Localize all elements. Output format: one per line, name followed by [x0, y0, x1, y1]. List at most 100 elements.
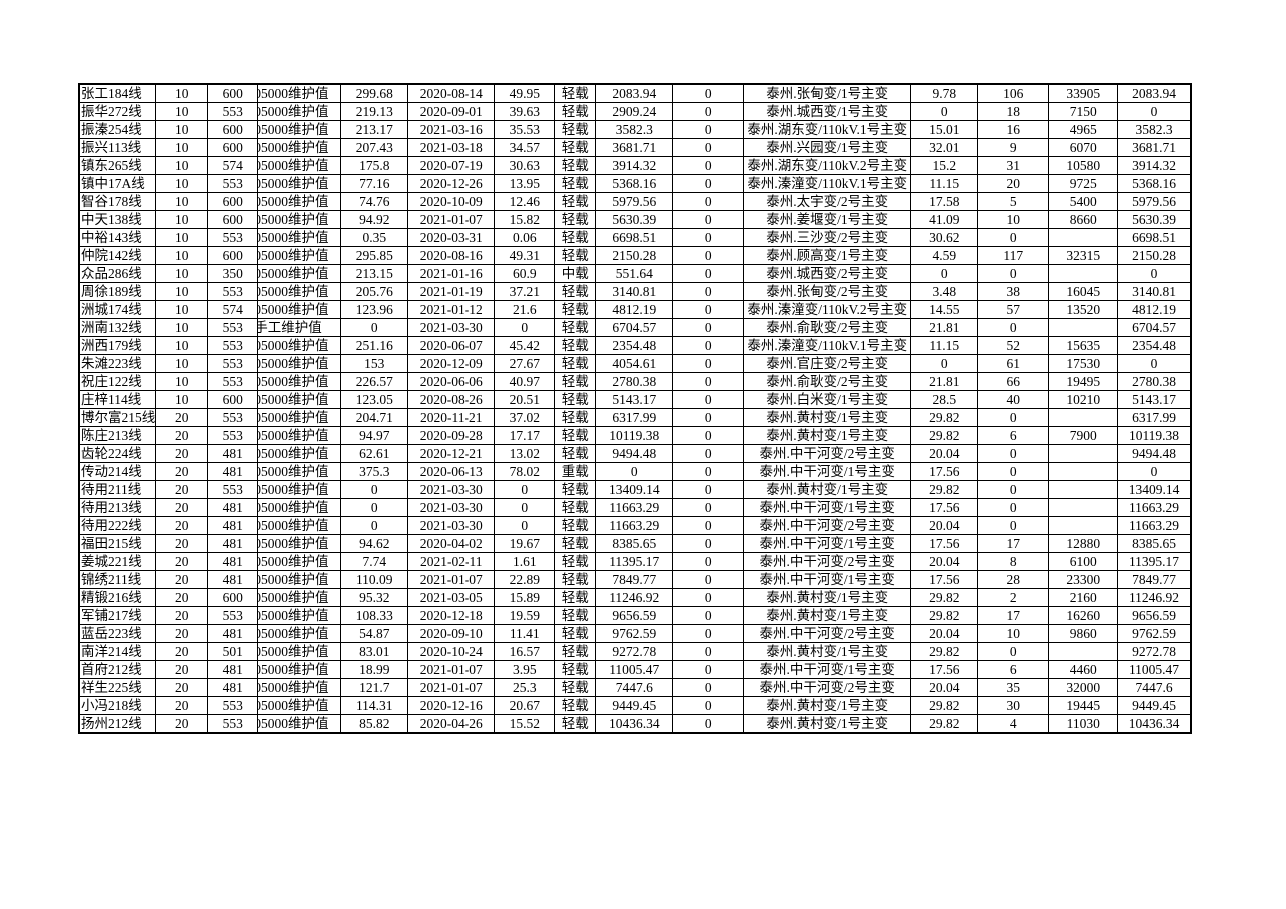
cell-date[interactable]: 2021-03-30 — [407, 498, 496, 517]
cell-user-count[interactable]: 10 — [977, 210, 1050, 229]
cell-value-source[interactable]: 05000维护值 — [257, 714, 342, 734]
cell-transformer-load[interactable]: 20.04 — [910, 678, 979, 697]
cell-remaining[interactable]: 3914.32 — [1117, 156, 1192, 175]
cell-voltage[interactable]: 10 — [155, 300, 209, 319]
cell-voltage[interactable]: 10 — [155, 192, 209, 211]
cell-rated-current[interactable]: 600 — [207, 246, 259, 265]
cell-load-rate[interactable]: 60.9 — [494, 264, 556, 283]
cell-user-count[interactable]: 31 — [977, 156, 1050, 175]
cell-user-capacity[interactable]: 7900 — [1048, 426, 1119, 445]
cell-transformer-load[interactable]: 30.62 — [910, 228, 979, 247]
cell-capacity[interactable]: 8385.65 — [595, 534, 674, 553]
cell-load-rate[interactable]: 22.89 — [494, 570, 556, 589]
cell-load-status[interactable]: 轻载 — [554, 210, 597, 229]
cell-max-current[interactable]: 205.76 — [340, 282, 409, 301]
cell-voltage[interactable]: 20 — [155, 660, 209, 679]
cell-line-name[interactable]: 锦绣211线 — [78, 570, 157, 589]
cell-load-status[interactable]: 轻载 — [554, 444, 597, 463]
cell-voltage[interactable]: 20 — [155, 570, 209, 589]
cell-remaining[interactable]: 6698.51 — [1117, 228, 1192, 247]
cell-voltage[interactable]: 10 — [155, 138, 209, 157]
cell-rated-current[interactable]: 553 — [207, 714, 259, 734]
cell-remaining[interactable]: 0 — [1117, 354, 1192, 373]
cell-line-name[interactable]: 待用211线 — [78, 480, 157, 499]
cell-load-status[interactable]: 轻载 — [554, 498, 597, 517]
cell-overload[interactable]: 0 — [672, 678, 745, 697]
cell-capacity[interactable]: 3914.32 — [595, 156, 674, 175]
cell-capacity[interactable]: 3582.3 — [595, 120, 674, 139]
cell-rated-current[interactable]: 553 — [207, 480, 259, 499]
cell-line-name[interactable]: 仲院142线 — [78, 246, 157, 265]
cell-value-source[interactable]: 05000维护值 — [257, 102, 342, 121]
cell-capacity[interactable]: 6698.51 — [595, 228, 674, 247]
cell-remaining[interactable]: 9272.78 — [1117, 642, 1192, 661]
cell-substation[interactable]: 泰州.溱潼变/110kV.1号主变 — [743, 336, 912, 355]
cell-load-rate[interactable]: 78.02 — [494, 462, 556, 481]
cell-load-status[interactable]: 轻载 — [554, 534, 597, 553]
cell-capacity[interactable]: 4812.19 — [595, 300, 674, 319]
cell-load-rate[interactable]: 21.6 — [494, 300, 556, 319]
cell-substation[interactable]: 泰州.张甸变/1号主变 — [743, 83, 912, 103]
cell-load-rate[interactable]: 25.3 — [494, 678, 556, 697]
cell-user-capacity[interactable]: 19445 — [1048, 696, 1119, 715]
cell-line-name[interactable]: 福田215线 — [78, 534, 157, 553]
cell-transformer-load[interactable]: 15.01 — [910, 120, 979, 139]
cell-line-name[interactable]: 洲西179线 — [78, 336, 157, 355]
cell-load-status[interactable]: 轻载 — [554, 138, 597, 157]
cell-voltage[interactable]: 10 — [155, 264, 209, 283]
cell-load-status[interactable]: 轻载 — [554, 300, 597, 319]
cell-load-status[interactable]: 轻载 — [554, 228, 597, 247]
cell-transformer-load[interactable]: 17.58 — [910, 192, 979, 211]
cell-user-capacity[interactable]: 4965 — [1048, 120, 1119, 139]
cell-date[interactable]: 2020-10-09 — [407, 192, 496, 211]
cell-user-count[interactable]: 5 — [977, 192, 1050, 211]
cell-max-current[interactable]: 299.68 — [340, 83, 409, 103]
cell-value-source[interactable]: 05000维护值 — [257, 228, 342, 247]
cell-capacity[interactable]: 11395.17 — [595, 552, 674, 571]
cell-load-status[interactable]: 轻载 — [554, 588, 597, 607]
cell-transformer-load[interactable]: 17.56 — [910, 660, 979, 679]
cell-user-count[interactable]: 0 — [977, 642, 1050, 661]
cell-voltage[interactable]: 10 — [155, 120, 209, 139]
cell-capacity[interactable]: 9494.48 — [595, 444, 674, 463]
cell-capacity[interactable]: 11246.92 — [595, 588, 674, 607]
cell-voltage[interactable]: 10 — [155, 210, 209, 229]
cell-date[interactable]: 2021-03-05 — [407, 588, 496, 607]
cell-load-status[interactable]: 轻载 — [554, 156, 597, 175]
cell-voltage[interactable]: 10 — [155, 228, 209, 247]
cell-substation[interactable]: 泰州.三沙变/2号主变 — [743, 228, 912, 247]
cell-value-source[interactable]: 05000维护值 — [257, 642, 342, 661]
cell-user-count[interactable]: 18 — [977, 102, 1050, 121]
cell-max-current[interactable]: 0 — [340, 318, 409, 337]
cell-substation[interactable]: 泰州.白米变/1号主变 — [743, 390, 912, 409]
cell-load-status[interactable]: 轻载 — [554, 192, 597, 211]
cell-value-source[interactable]: 05000维护值 — [257, 534, 342, 553]
cell-overload[interactable]: 0 — [672, 552, 745, 571]
cell-substation[interactable]: 泰州.中干河变/2号主变 — [743, 678, 912, 697]
cell-rated-current[interactable]: 481 — [207, 624, 259, 643]
cell-capacity[interactable]: 4054.61 — [595, 354, 674, 373]
cell-line-name[interactable]: 传动214线 — [78, 462, 157, 481]
cell-value-source[interactable]: 05000维护值 — [257, 678, 342, 697]
cell-line-name[interactable]: 洲南132线 — [78, 318, 157, 337]
cell-user-capacity[interactable]: 32000 — [1048, 678, 1119, 697]
cell-capacity[interactable]: 11663.29 — [595, 516, 674, 535]
cell-user-capacity[interactable] — [1048, 228, 1119, 247]
cell-voltage[interactable]: 20 — [155, 678, 209, 697]
cell-substation[interactable]: 泰州.中干河变/1号主变 — [743, 534, 912, 553]
cell-rated-current[interactable]: 600 — [207, 120, 259, 139]
cell-substation[interactable]: 泰州.溱潼变/110kV.2号主变 — [743, 300, 912, 319]
cell-load-rate[interactable]: 39.63 — [494, 102, 556, 121]
cell-rated-current[interactable]: 600 — [207, 138, 259, 157]
cell-rated-current[interactable]: 600 — [207, 192, 259, 211]
cell-transformer-load[interactable]: 29.82 — [910, 480, 979, 499]
cell-remaining[interactable]: 0 — [1117, 462, 1192, 481]
cell-rated-current[interactable]: 350 — [207, 264, 259, 283]
cell-date[interactable]: 2020-04-26 — [407, 714, 496, 734]
cell-user-capacity[interactable]: 6100 — [1048, 552, 1119, 571]
cell-remaining[interactable]: 3140.81 — [1117, 282, 1192, 301]
cell-transformer-load[interactable]: 17.56 — [910, 570, 979, 589]
cell-capacity[interactable]: 5630.39 — [595, 210, 674, 229]
cell-rated-current[interactable]: 600 — [207, 83, 259, 103]
cell-user-count[interactable]: 0 — [977, 408, 1050, 427]
